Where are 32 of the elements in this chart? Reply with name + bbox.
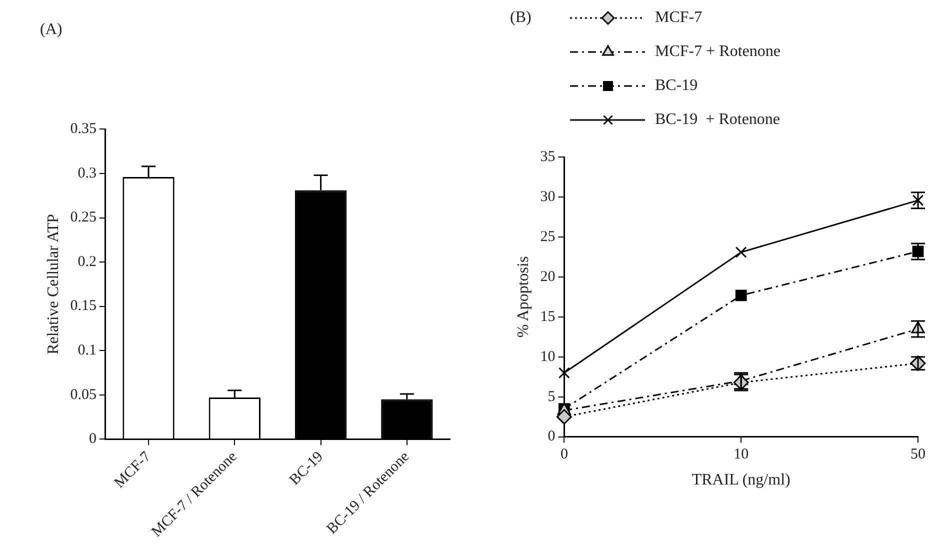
legend-label: MCF-7 + Rotenone	[655, 43, 780, 60]
y-tick-label: 0.05	[70, 386, 96, 403]
y-tick-label: 5	[548, 388, 556, 405]
chart-title: (A)	[40, 20, 62, 38]
y-tick-label: 0.1	[78, 342, 96, 359]
y-tick-label: 0.25	[70, 210, 96, 226]
x-tick-label: 10	[734, 446, 749, 463]
point	[735, 246, 747, 258]
y-tick-label: 0.3	[78, 165, 96, 182]
y-tick-label: 25	[540, 229, 556, 246]
x-tick-label: 50	[910, 446, 926, 463]
y-axis-title: % Apoptosis	[514, 256, 532, 338]
y-tick-label: 15	[540, 308, 556, 325]
y-tick-label: 0.35	[70, 121, 96, 138]
point	[558, 367, 570, 379]
y-tick-label: 0	[88, 431, 96, 448]
point	[556, 409, 572, 425]
y-tick-label: 35	[540, 149, 556, 166]
y-tick-label: 0.2	[78, 254, 96, 270]
x-axis-title: TRAIL (ng/ml)	[692, 472, 790, 489]
chart-title: (B)	[510, 8, 532, 26]
y-tick-label: 10	[540, 348, 556, 365]
legend-label: BC-19	[655, 77, 698, 94]
legend-label: MCF-7	[655, 9, 702, 26]
x-tick-label: 0	[560, 446, 568, 463]
y-axis-title: Relative Cellular ATP	[44, 214, 62, 354]
y-tick-label: 0.15	[70, 298, 96, 314]
legend-label: BC-19 + Rotenone	[655, 111, 780, 128]
y-tick-label: 0	[548, 428, 556, 445]
y-tick-label: 30	[540, 189, 556, 206]
y-tick-label: 20	[540, 268, 556, 285]
point	[735, 290, 747, 302]
